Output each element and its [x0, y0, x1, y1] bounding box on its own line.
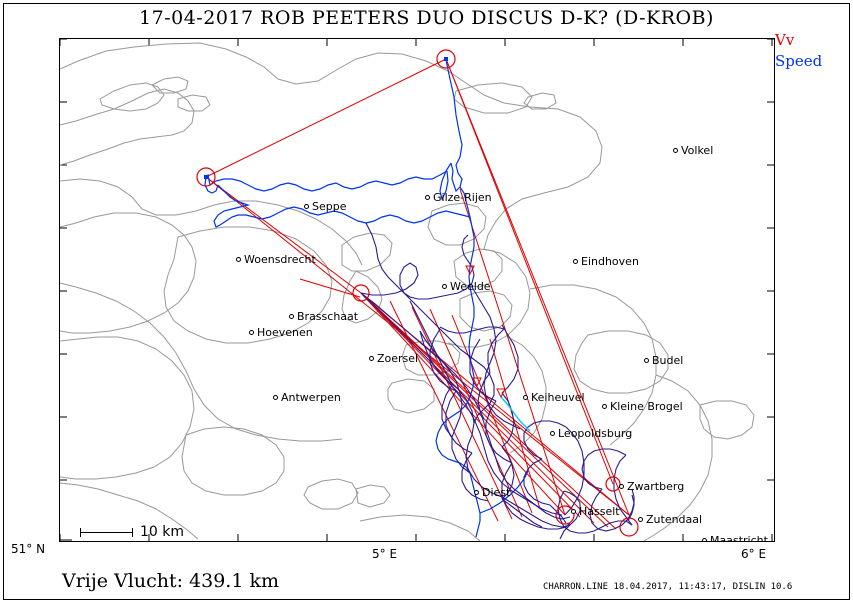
page-title: 17-04-2017 ROB PEETERS DUO DISCUS D-K? (…	[139, 7, 714, 29]
task-triangle-lines	[205, 58, 630, 530]
turnpoint-north	[436, 49, 456, 69]
map-plot-area[interactable]: Volkel Gilze-Rijen Seppe Eindhoven Woensdrec…	[59, 38, 775, 542]
scale-bar-tick-left	[80, 528, 81, 537]
legend-item-speed: Speed	[775, 52, 823, 70]
axis-label-longitude-6e: 6° E	[741, 547, 767, 561]
turnpoint-southeast	[619, 517, 639, 537]
start-landing-markers	[204, 57, 448, 179]
flight-summary-label: Vrije Vlucht: 439.1 km	[62, 570, 280, 592]
credit-line: CHARRON.LINE 18.04.2017, 11:43:17, DISLI…	[543, 582, 793, 592]
scale-bar-label: 10 km	[140, 524, 185, 540]
axis-ticks	[60, 39, 774, 541]
scale-bar-line	[80, 532, 132, 533]
scale-bar-tick-right	[132, 528, 133, 537]
turnpoint-mid	[352, 284, 370, 302]
climb-markers	[465, 265, 506, 399]
flight-track-main	[360, 222, 635, 540]
turnpoint-southwest	[555, 505, 575, 525]
flight-track-highspeed	[500, 396, 531, 432]
turnpoint-west	[196, 167, 216, 187]
scale-bar: 10 km	[80, 524, 200, 544]
legend-item-vv: Vv	[775, 31, 795, 49]
coastline-borders	[60, 42, 755, 541]
axis-label-longitude-5e: 5° E	[372, 547, 398, 561]
legend: Vv Speed	[775, 30, 853, 72]
map-canvas	[60, 39, 774, 541]
axis-label-latitude: 51° N	[11, 542, 46, 556]
turnpoint-markers	[196, 49, 639, 537]
